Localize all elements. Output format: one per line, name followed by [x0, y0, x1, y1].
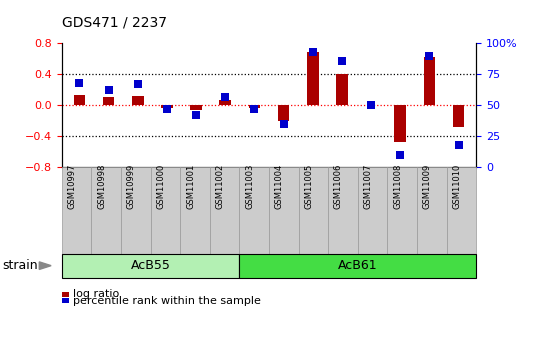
- Point: [425, 53, 434, 58]
- Text: AcB55: AcB55: [131, 259, 171, 272]
- Text: percentile rank within the sample: percentile rank within the sample: [73, 296, 261, 306]
- Bar: [278, 105, 289, 121]
- Bar: [307, 52, 318, 105]
- Point: [250, 106, 259, 112]
- Text: GSM11010: GSM11010: [452, 164, 462, 209]
- Point: [454, 142, 463, 148]
- Point: [133, 81, 142, 87]
- Text: GSM11004: GSM11004: [275, 164, 284, 209]
- Text: GSM11008: GSM11008: [393, 163, 402, 209]
- Text: GSM11001: GSM11001: [186, 164, 195, 209]
- Bar: [249, 105, 260, 108]
- Text: GSM10999: GSM10999: [127, 164, 136, 209]
- Bar: [190, 105, 202, 110]
- Text: GSM11002: GSM11002: [216, 164, 224, 209]
- Point: [396, 152, 405, 158]
- Text: GSM11007: GSM11007: [364, 163, 372, 209]
- Text: GSM11005: GSM11005: [305, 164, 313, 209]
- Text: GDS471 / 2237: GDS471 / 2237: [62, 15, 167, 29]
- Point: [308, 49, 317, 55]
- Bar: [394, 105, 406, 142]
- Point: [367, 102, 376, 108]
- Point: [192, 112, 200, 118]
- Bar: [220, 100, 231, 105]
- Point: [75, 80, 84, 86]
- Text: GSM11003: GSM11003: [245, 163, 254, 209]
- Point: [221, 94, 230, 99]
- Text: GSM10997: GSM10997: [68, 163, 77, 209]
- Text: AcB61: AcB61: [338, 259, 378, 272]
- Text: GSM11000: GSM11000: [157, 164, 166, 209]
- Point: [162, 106, 171, 112]
- Text: GSM11009: GSM11009: [423, 164, 431, 209]
- Bar: [336, 74, 348, 105]
- Text: strain: strain: [3, 259, 38, 272]
- Point: [279, 121, 288, 127]
- Text: log ratio: log ratio: [73, 289, 119, 299]
- Text: GSM11006: GSM11006: [334, 163, 343, 209]
- Bar: [74, 95, 85, 105]
- Bar: [132, 96, 144, 105]
- Point: [104, 88, 113, 93]
- Point: [338, 58, 346, 63]
- Bar: [103, 97, 115, 105]
- Bar: [423, 57, 435, 105]
- Text: GSM10998: GSM10998: [97, 163, 107, 209]
- Bar: [453, 105, 464, 127]
- Bar: [161, 105, 173, 108]
